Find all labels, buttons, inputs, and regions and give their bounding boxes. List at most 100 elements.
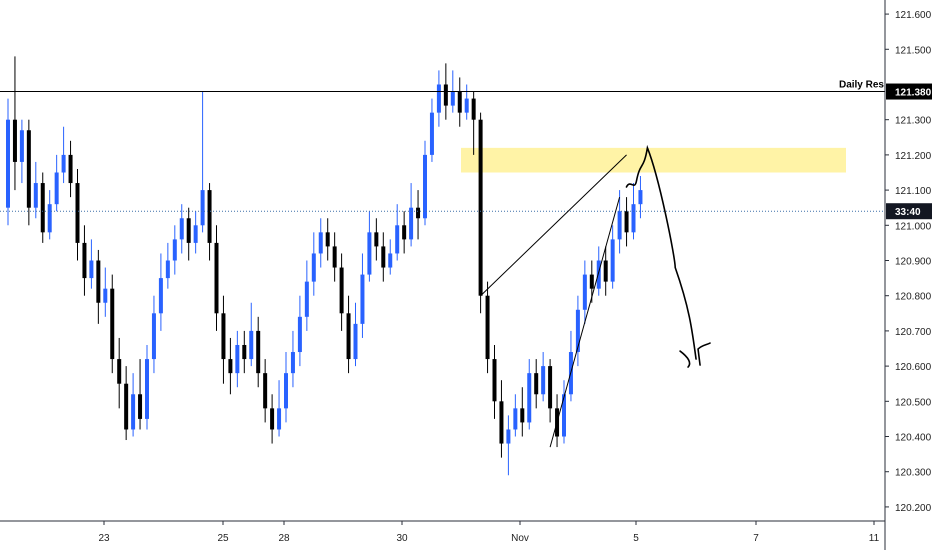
resistance-price-badge-bg <box>886 83 932 100</box>
candle-body <box>429 112 434 155</box>
time-tick-label: 23 <box>98 533 110 544</box>
candle-body <box>402 225 407 240</box>
projection-arrow-line <box>625 144 697 360</box>
candle <box>541 352 546 402</box>
candle <box>200 91 205 233</box>
candle-body <box>68 154 73 184</box>
candle <box>603 246 608 296</box>
candle-body <box>304 281 309 317</box>
candle-body <box>638 190 643 205</box>
candle-body <box>311 253 316 282</box>
candle-body <box>575 309 580 353</box>
price-tick-label: 120.500 <box>895 397 932 408</box>
price-tick-label: 121.100 <box>895 186 932 197</box>
candle-body <box>562 394 566 437</box>
candle <box>429 98 434 162</box>
candle <box>457 77 462 127</box>
candle-body <box>443 84 448 106</box>
candle-body <box>19 130 24 162</box>
candle-body <box>520 408 525 423</box>
candle-body <box>603 260 608 282</box>
price-tick-label: 120.200 <box>895 503 932 514</box>
candle-body <box>624 211 629 233</box>
candle-body <box>75 183 80 243</box>
resistance-price-badge: 121.380 <box>886 83 932 100</box>
candle <box>534 359 539 409</box>
wedge-lower-line <box>549 197 621 448</box>
candle-body <box>61 154 66 173</box>
candle <box>124 366 129 441</box>
candle-body <box>221 313 226 360</box>
candle <box>242 330 247 374</box>
candle-body <box>346 313 351 360</box>
candle <box>165 242 170 289</box>
candle-body <box>589 274 594 289</box>
price-tick-label: 120.300 <box>895 468 932 479</box>
candle <box>256 316 261 388</box>
candle <box>277 380 282 437</box>
candle <box>575 295 580 367</box>
candle <box>520 387 525 437</box>
candle-body <box>270 408 275 430</box>
candle-body <box>186 218 191 243</box>
candle <box>68 140 73 198</box>
candle-body <box>297 316 302 353</box>
candle <box>47 190 52 240</box>
candle-body <box>617 211 622 240</box>
candle-body <box>582 274 587 310</box>
candle <box>367 211 372 282</box>
candle-body <box>228 359 233 374</box>
candle-body <box>450 91 455 106</box>
time-tick-label: 11 <box>869 533 880 544</box>
candle-body <box>388 253 393 268</box>
candle <box>172 225 177 275</box>
candle-body <box>193 225 198 243</box>
candle-body <box>596 260 601 289</box>
price-tick-label: 121.000 <box>895 221 932 232</box>
candle-body <box>165 260 170 279</box>
candle <box>228 337 233 395</box>
candle-body <box>367 232 372 275</box>
candle <box>402 211 407 254</box>
candle-body <box>151 313 156 360</box>
candle <box>117 337 122 409</box>
candle-body <box>6 119 10 208</box>
price-tick-label: 121.600 <box>895 10 932 21</box>
candle <box>33 161 38 219</box>
candle <box>110 274 115 374</box>
supply-zone-layer <box>461 147 846 173</box>
candle-body <box>492 359 497 402</box>
projection-arrow-head <box>679 342 711 368</box>
candle <box>75 168 80 261</box>
price-tick-label: 120.700 <box>895 327 932 338</box>
candle-body <box>200 190 205 226</box>
current-price-badge-bg <box>886 203 932 220</box>
time-tick-label: Nov <box>511 533 529 544</box>
candle <box>562 380 566 444</box>
candle-body <box>471 98 476 120</box>
candle-body <box>277 408 282 430</box>
candle <box>610 225 615 289</box>
candle-body <box>548 366 553 409</box>
candle-body <box>353 323 358 360</box>
candle-body <box>179 218 184 240</box>
price-tick-label: 120.900 <box>895 257 932 268</box>
candle-body <box>12 119 17 162</box>
current-price-countdown: 33:40 <box>895 207 921 218</box>
candle <box>26 119 31 226</box>
candle <box>207 183 212 261</box>
candle <box>304 260 309 331</box>
candle-body <box>485 295 490 360</box>
candle <box>478 112 483 314</box>
candle <box>464 84 469 120</box>
supply-zone <box>461 147 846 173</box>
candle-body <box>26 130 31 208</box>
candle <box>374 218 379 261</box>
candle <box>12 56 17 191</box>
candle-body <box>214 242 219 314</box>
candle <box>471 91 476 155</box>
candle-body <box>478 119 483 296</box>
candle <box>582 260 587 324</box>
